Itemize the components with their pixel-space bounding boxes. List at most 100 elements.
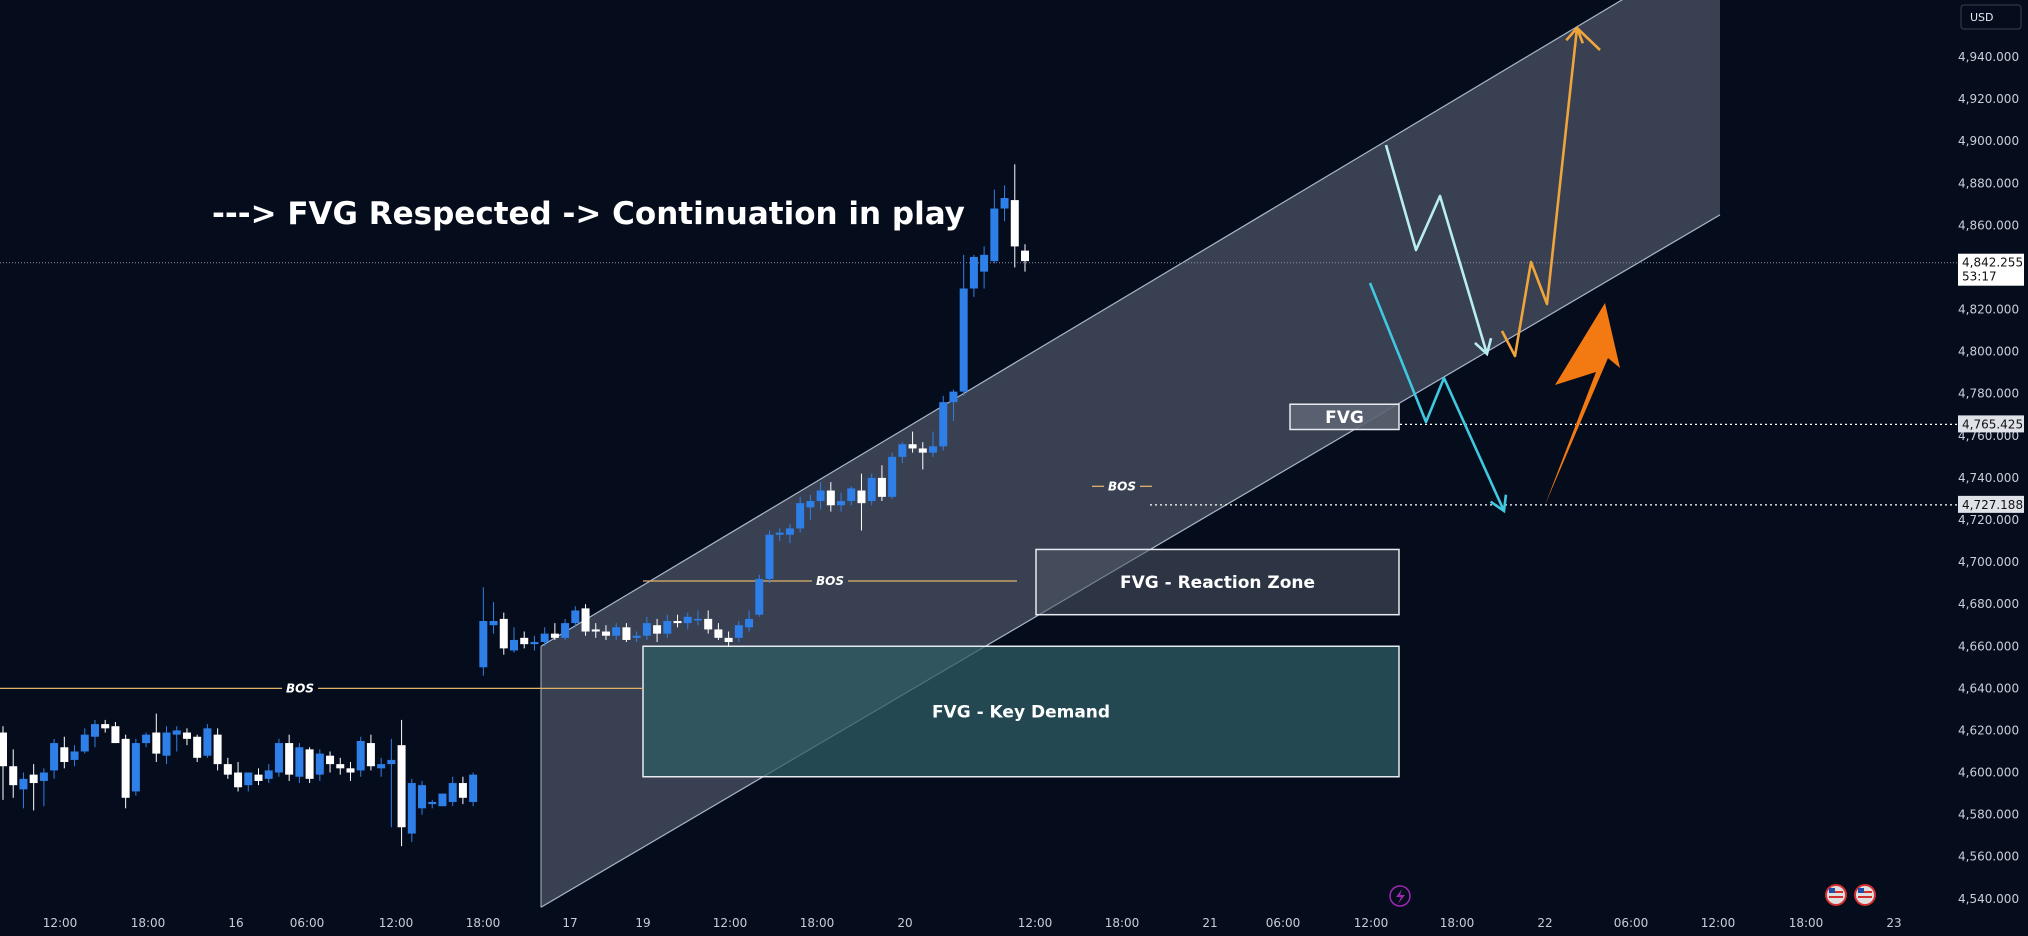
projection-path-bounce[interactable]: [1384, 144, 1489, 355]
us-flag-icon[interactable]: [1825, 884, 1847, 906]
candle[interactable]: [60, 736, 69, 769]
candle[interactable]: [70, 745, 79, 767]
fvg-zone-box[interactable]: [1289, 403, 1400, 431]
candle[interactable]: [346, 762, 355, 781]
candle[interactable]: [888, 452, 897, 499]
currency-selector-box[interactable]: [1960, 4, 2022, 30]
candle[interactable]: [867, 473, 876, 506]
price-axis[interactable]: 4,540.000 4,560.000 4,580.000 4,600.000 4,62…: [1958, 50, 2019, 906]
candle[interactable]: [377, 757, 386, 777]
projection-path-drop[interactable]: [1368, 282, 1506, 512]
us-flag-icon[interactable]: [1854, 884, 1876, 906]
candle[interactable]: [131, 738, 140, 796]
candle[interactable]: [223, 757, 232, 779]
candle[interactable]: [642, 616, 651, 640]
candle[interactable]: [29, 764, 38, 811]
candle[interactable]: [816, 482, 825, 510]
candle[interactable]: [796, 496, 805, 533]
candle[interactable]: [315, 749, 324, 781]
candle[interactable]: [949, 389, 958, 422]
candle[interactable]: [448, 776, 457, 807]
candle[interactable]: [765, 530, 774, 584]
candle[interactable]: [581, 604, 590, 636]
big-orange-arrow[interactable]: [1545, 303, 1620, 505]
candle[interactable]: [857, 473, 866, 531]
candle[interactable]: [939, 395, 948, 451]
candle[interactable]: [1000, 185, 1009, 222]
currency-selector[interactable]: USD: [1960, 4, 2022, 30]
candle[interactable]: [326, 751, 335, 773]
candle[interactable]: [898, 442, 907, 464]
candle[interactable]: [305, 747, 314, 784]
candle[interactable]: [755, 574, 764, 617]
candle[interactable]: [469, 772, 478, 807]
candle[interactable]: [274, 738, 283, 777]
candle[interactable]: [571, 606, 580, 628]
candle[interactable]: [704, 610, 713, 634]
candle[interactable]: [397, 719, 406, 847]
candle[interactable]: [121, 734, 130, 809]
channel-upper-line[interactable]: [540, 0, 1720, 647]
candle[interactable]: [622, 623, 631, 643]
candle[interactable]: [510, 627, 518, 653]
candle[interactable]: [499, 612, 508, 655]
candle[interactable]: [959, 254, 968, 396]
candle[interactable]: [520, 631, 529, 649]
candle[interactable]: [418, 780, 427, 815]
candle[interactable]: [39, 768, 48, 807]
candle[interactable]: [254, 768, 263, 786]
candle[interactable]: [653, 618, 662, 643]
candle[interactable]: [745, 610, 754, 632]
candle[interactable]: [162, 726, 171, 765]
fvg-zone-box[interactable]: [1035, 548, 1400, 616]
candle[interactable]: [489, 602, 498, 634]
candle[interactable]: [172, 726, 181, 752]
candle[interactable]: [775, 528, 784, 542]
candle[interactable]: [366, 734, 375, 771]
candle[interactable]: [969, 254, 978, 297]
candle[interactable]: [540, 627, 549, 647]
candle[interactable]: [213, 728, 222, 771]
candle[interactable]: [714, 623, 723, 640]
candle[interactable]: [918, 442, 927, 470]
candle[interactable]: [244, 772, 253, 792]
candle[interactable]: [9, 749, 18, 798]
candle[interactable]: [673, 614, 682, 628]
candle[interactable]: [285, 734, 294, 781]
candle[interactable]: [193, 734, 202, 763]
candle[interactable]: [785, 524, 794, 544]
candle[interactable]: [612, 623, 621, 640]
event-icons[interactable]: [1389, 884, 1876, 907]
candle[interactable]: [264, 764, 273, 784]
candle[interactable]: [591, 623, 600, 638]
candle[interactable]: [438, 793, 447, 807]
candle[interactable]: [111, 722, 120, 744]
lightning-icon[interactable]: [1389, 885, 1411, 907]
candle[interactable]: [908, 431, 917, 453]
candle[interactable]: [203, 724, 212, 758]
candle[interactable]: [734, 621, 743, 643]
candle[interactable]: [601, 625, 610, 640]
candle[interactable]: [1010, 164, 1019, 268]
candle[interactable]: [806, 494, 815, 520]
candle[interactable]: [990, 189, 999, 264]
candle[interactable]: [0, 726, 7, 800]
candle[interactable]: [826, 482, 835, 512]
candle[interactable]: [632, 631, 641, 643]
candle[interactable]: [1021, 244, 1029, 272]
candle[interactable]: [980, 246, 989, 289]
candle[interactable]: [142, 732, 151, 748]
candle[interactable]: [152, 713, 161, 763]
candle[interactable]: [530, 635, 539, 651]
candle[interactable]: [356, 736, 365, 777]
projection-path-rally[interactable]: [1500, 27, 1579, 358]
candle[interactable]: [295, 743, 304, 784]
candle[interactable]: [387, 738, 396, 828]
candle[interactable]: [877, 465, 886, 502]
candle[interactable]: [428, 799, 437, 809]
candle[interactable]: [929, 431, 938, 457]
candle[interactable]: [663, 614, 672, 638]
candle[interactable]: [90, 719, 99, 748]
candle[interactable]: [458, 776, 467, 805]
